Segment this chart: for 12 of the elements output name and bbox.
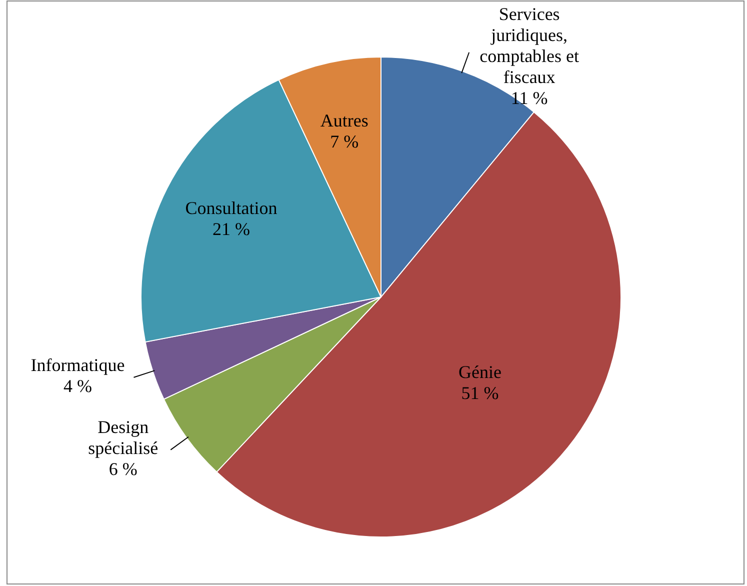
slice-label: Services juridiques, comptables et fiscaux [480,4,580,88]
data-label: 7 % [330,132,359,152]
data-label: 51 % [461,382,499,403]
data-label: 4 % [63,376,92,396]
data-label: 11 % [510,88,548,108]
slice-label: Informatique [30,354,125,375]
slice-label: Génie [458,362,502,382]
slice-label: Autres [320,110,368,131]
data-label: 6 % [108,458,138,479]
data-label: 21 % [212,219,250,240]
slice-label: Consultation [185,198,278,218]
slice-label: Design spécialisé [88,416,158,458]
